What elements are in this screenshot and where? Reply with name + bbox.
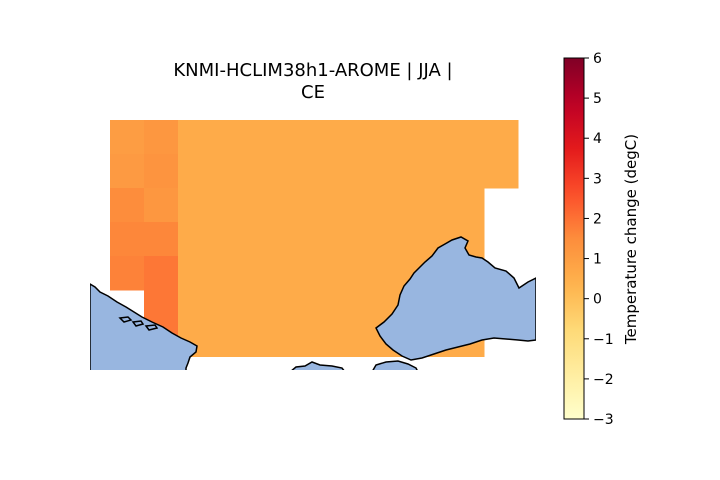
heatmap-cell [246, 120, 281, 155]
heatmap-cell [144, 154, 179, 189]
heatmap-cell [450, 120, 485, 155]
heatmap-cell [110, 222, 145, 257]
heatmap-cell [382, 120, 417, 155]
heatmap-cell [144, 290, 179, 325]
heatmap-cell [144, 256, 179, 291]
heatmap-cell [212, 154, 247, 189]
heatmap-cell [110, 120, 145, 155]
sea-fragment [372, 360, 418, 370]
heatmap-cell [416, 188, 451, 223]
heatmap-cell [280, 222, 315, 257]
heatmap-cell [280, 290, 315, 325]
heatmap-cell [110, 154, 145, 189]
heatmap-cell [382, 222, 417, 257]
heatmap-cell [110, 188, 145, 223]
heatmap-cell [314, 290, 349, 325]
colorbar-tick-label: −1 [593, 332, 614, 348]
colorbar-tick-label: 3 [593, 171, 602, 187]
colorbar [563, 57, 585, 420]
adriatic-sea [90, 283, 198, 370]
sea-overlay [90, 236, 536, 370]
heatmap-cell [212, 324, 247, 359]
colorbar-gradient [563, 57, 585, 420]
heatmap-cell [314, 222, 349, 257]
colorbar-label: Temperature change (degC) [622, 134, 640, 345]
heatmap-cell [348, 188, 383, 223]
heatmap-cell [144, 120, 179, 155]
heatmap-cell [212, 290, 247, 325]
heatmap-cell [178, 256, 213, 291]
heatmap-cell [450, 154, 485, 189]
colorbar-tick-label: 4 [593, 131, 602, 147]
heatmap-cell [246, 290, 281, 325]
heatmap-cell [348, 256, 383, 291]
heatmap-cell [314, 256, 349, 291]
black-sea [375, 236, 536, 361]
colorbar-tick-label: 2 [593, 211, 602, 227]
heatmap-cell [280, 188, 315, 223]
heatmap-cell [178, 222, 213, 257]
chart-title-line-1: KNMI-HCLIM38h1-AROME | JJA | [173, 60, 453, 81]
heatmap-cell [246, 324, 281, 359]
colorbar-tick-label: 1 [593, 252, 602, 268]
heatmap-cell [144, 222, 179, 257]
heatmap-cell [144, 188, 179, 223]
island [131, 320, 145, 327]
heatmap-cell [484, 120, 519, 155]
heatmap-cell [178, 120, 213, 155]
island [144, 324, 159, 331]
heatmap-cell [450, 188, 485, 223]
heatmap-cell [314, 324, 349, 359]
heatmap-cell [178, 290, 213, 325]
island [118, 316, 133, 323]
heatmap-cell [110, 256, 145, 291]
heatmap-cell [246, 222, 281, 257]
heatmap-cell [212, 222, 247, 257]
heatmap-cell [212, 256, 247, 291]
heatmap-cell [314, 188, 349, 223]
heatmap-cell [212, 188, 247, 223]
colorbar-tick-label: 0 [593, 292, 602, 308]
colorbar-ticks: 6 5 4 3 2 1 0 −1 −2 −3 [584, 51, 614, 428]
heatmap-cell [178, 188, 213, 223]
colorbar-tick-label: −3 [593, 412, 614, 428]
heatmap-cell [382, 188, 417, 223]
heatmap-cell [348, 222, 383, 257]
heatmap-cell [246, 256, 281, 291]
heatmap-cell [348, 120, 383, 155]
heatmap-cell [280, 120, 315, 155]
heatmap-cell [416, 154, 451, 189]
heatmap-cell [484, 154, 519, 189]
colorbar-tick-label: 5 [593, 91, 602, 107]
sea-fragment [291, 361, 345, 370]
heatmap-cell [348, 290, 383, 325]
heatmap-cell [416, 120, 451, 155]
heatmap-cell [246, 188, 281, 223]
heatmap-cell [280, 154, 315, 189]
colorbar-tick-label: 6 [593, 51, 602, 67]
colorbar-tick-label: −2 [593, 372, 614, 388]
heatmap-cell [348, 154, 383, 189]
heatmap-cell [246, 154, 281, 189]
heatmap-cell [280, 256, 315, 291]
chart-title-line-2: CE [301, 82, 325, 103]
heatmap-cell [382, 154, 417, 189]
heatmap-cell [212, 120, 247, 155]
heatmap-cell [178, 154, 213, 189]
heatmap-cell [314, 154, 349, 189]
heatmap-cell [314, 120, 349, 155]
heatmap-cell [280, 324, 315, 359]
